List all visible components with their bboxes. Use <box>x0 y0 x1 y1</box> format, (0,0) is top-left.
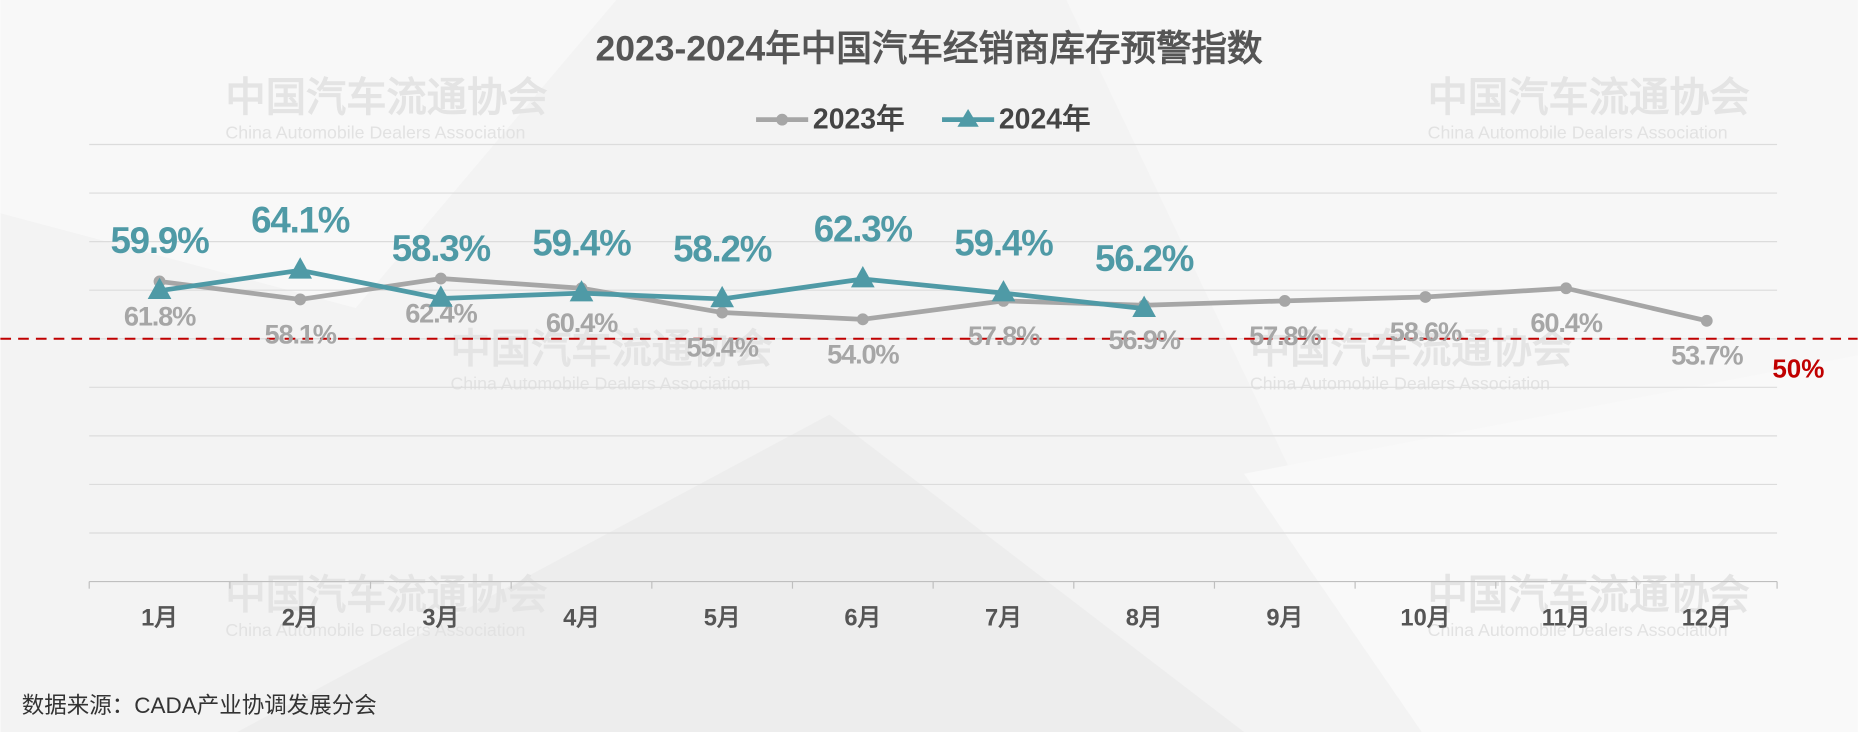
watermark-text: China Automobile Dealers Association <box>1428 123 1728 143</box>
series-line <box>159 276 1708 324</box>
x-tick-label: 7月 <box>985 606 1022 632</box>
x-tick-label: 1月 <box>141 606 178 632</box>
legend-marker <box>776 113 789 126</box>
watermark-text: China Automobile Dealers Association <box>225 123 525 143</box>
data-label: 58.3% <box>392 228 491 269</box>
data-point <box>850 265 875 288</box>
data-label: 57.8% <box>1249 320 1321 351</box>
legend-label: 2024年 <box>999 102 1091 135</box>
x-tick-label: 6月 <box>844 606 881 632</box>
x-tick-label: 4月 <box>563 606 600 632</box>
x-tick-label: 5月 <box>704 606 741 632</box>
watermark-text: 中国汽车流通协会 <box>225 74 547 121</box>
data-point <box>288 257 313 279</box>
source-note: 数据来源：CADA产业协调发展分会 <box>22 693 377 718</box>
data-label: 62.3% <box>814 208 913 249</box>
watermark-text: China Automobile Dealers Association <box>450 374 750 394</box>
watermark-text: China Automobile Dealers Association <box>1428 620 1728 640</box>
reference-label: 50% <box>1772 354 1824 384</box>
data-point <box>710 285 735 308</box>
x-tick-label: 8月 <box>1126 606 1163 632</box>
data-label: 61.8% <box>124 300 196 331</box>
data-label: 59.9% <box>110 220 209 261</box>
data-label: 53.7% <box>1671 340 1743 371</box>
data-point <box>1560 282 1573 295</box>
data-point <box>1132 295 1156 317</box>
data-point <box>1700 314 1713 327</box>
watermark-text: 中国汽车流通协会 <box>225 572 547 619</box>
data-point <box>991 280 1016 302</box>
data-point <box>429 285 453 307</box>
data-label: 56.9% <box>1108 324 1180 355</box>
data-label: 59.4% <box>954 222 1053 263</box>
x-tick-label: 9月 <box>1266 606 1303 632</box>
data-label: 57.8% <box>968 320 1040 351</box>
data-label: 58.2% <box>673 228 772 269</box>
data-label: 54.0% <box>827 338 899 369</box>
data-point <box>569 280 594 302</box>
series-line <box>159 267 1145 312</box>
data-point <box>716 306 729 319</box>
watermark-text: 中国汽车流通协会 <box>1250 325 1572 372</box>
data-label: 60.4% <box>546 307 618 338</box>
x-tick-label: 2月 <box>282 606 319 632</box>
data-label: 58.1% <box>265 318 337 349</box>
data-point <box>294 293 307 306</box>
data-label: 64.1% <box>251 200 350 241</box>
data-point <box>1278 294 1291 307</box>
data-label: 59.4% <box>532 222 631 263</box>
background-shape <box>237 414 1245 732</box>
legend-marker <box>957 108 979 127</box>
x-tick-label: 12月 <box>1682 606 1732 632</box>
watermark-text: China Automobile Dealers Association <box>225 620 525 640</box>
data-label: 56.2% <box>1095 238 1194 279</box>
data-point <box>434 272 447 285</box>
data-point <box>147 277 172 299</box>
legend-label: 2023年 <box>813 102 905 135</box>
data-point <box>1419 291 1432 303</box>
x-tick-label: 11月 <box>1542 606 1591 632</box>
background-shape <box>1066 0 1858 498</box>
watermark-text: 中国汽车流通协会 <box>1428 74 1750 121</box>
background-shape <box>1244 355 1858 732</box>
data-point <box>856 313 869 326</box>
data-label: 60.4% <box>1530 307 1602 338</box>
watermark-text: 中国汽车流通协会 <box>1428 572 1750 619</box>
data-label: 55.4% <box>687 331 759 362</box>
chart-title: 2023-2024年中国汽车经销商库存预警指数 <box>595 28 1263 68</box>
background-shape <box>0 0 617 308</box>
x-tick-label: 10月 <box>1400 606 1450 632</box>
watermark-text: 中国汽车流通协会 <box>450 325 772 372</box>
watermark-text: China Automobile Dealers Association <box>1250 374 1550 394</box>
x-tick-label: 3月 <box>422 606 459 632</box>
data-label: 58.6% <box>1390 316 1462 347</box>
